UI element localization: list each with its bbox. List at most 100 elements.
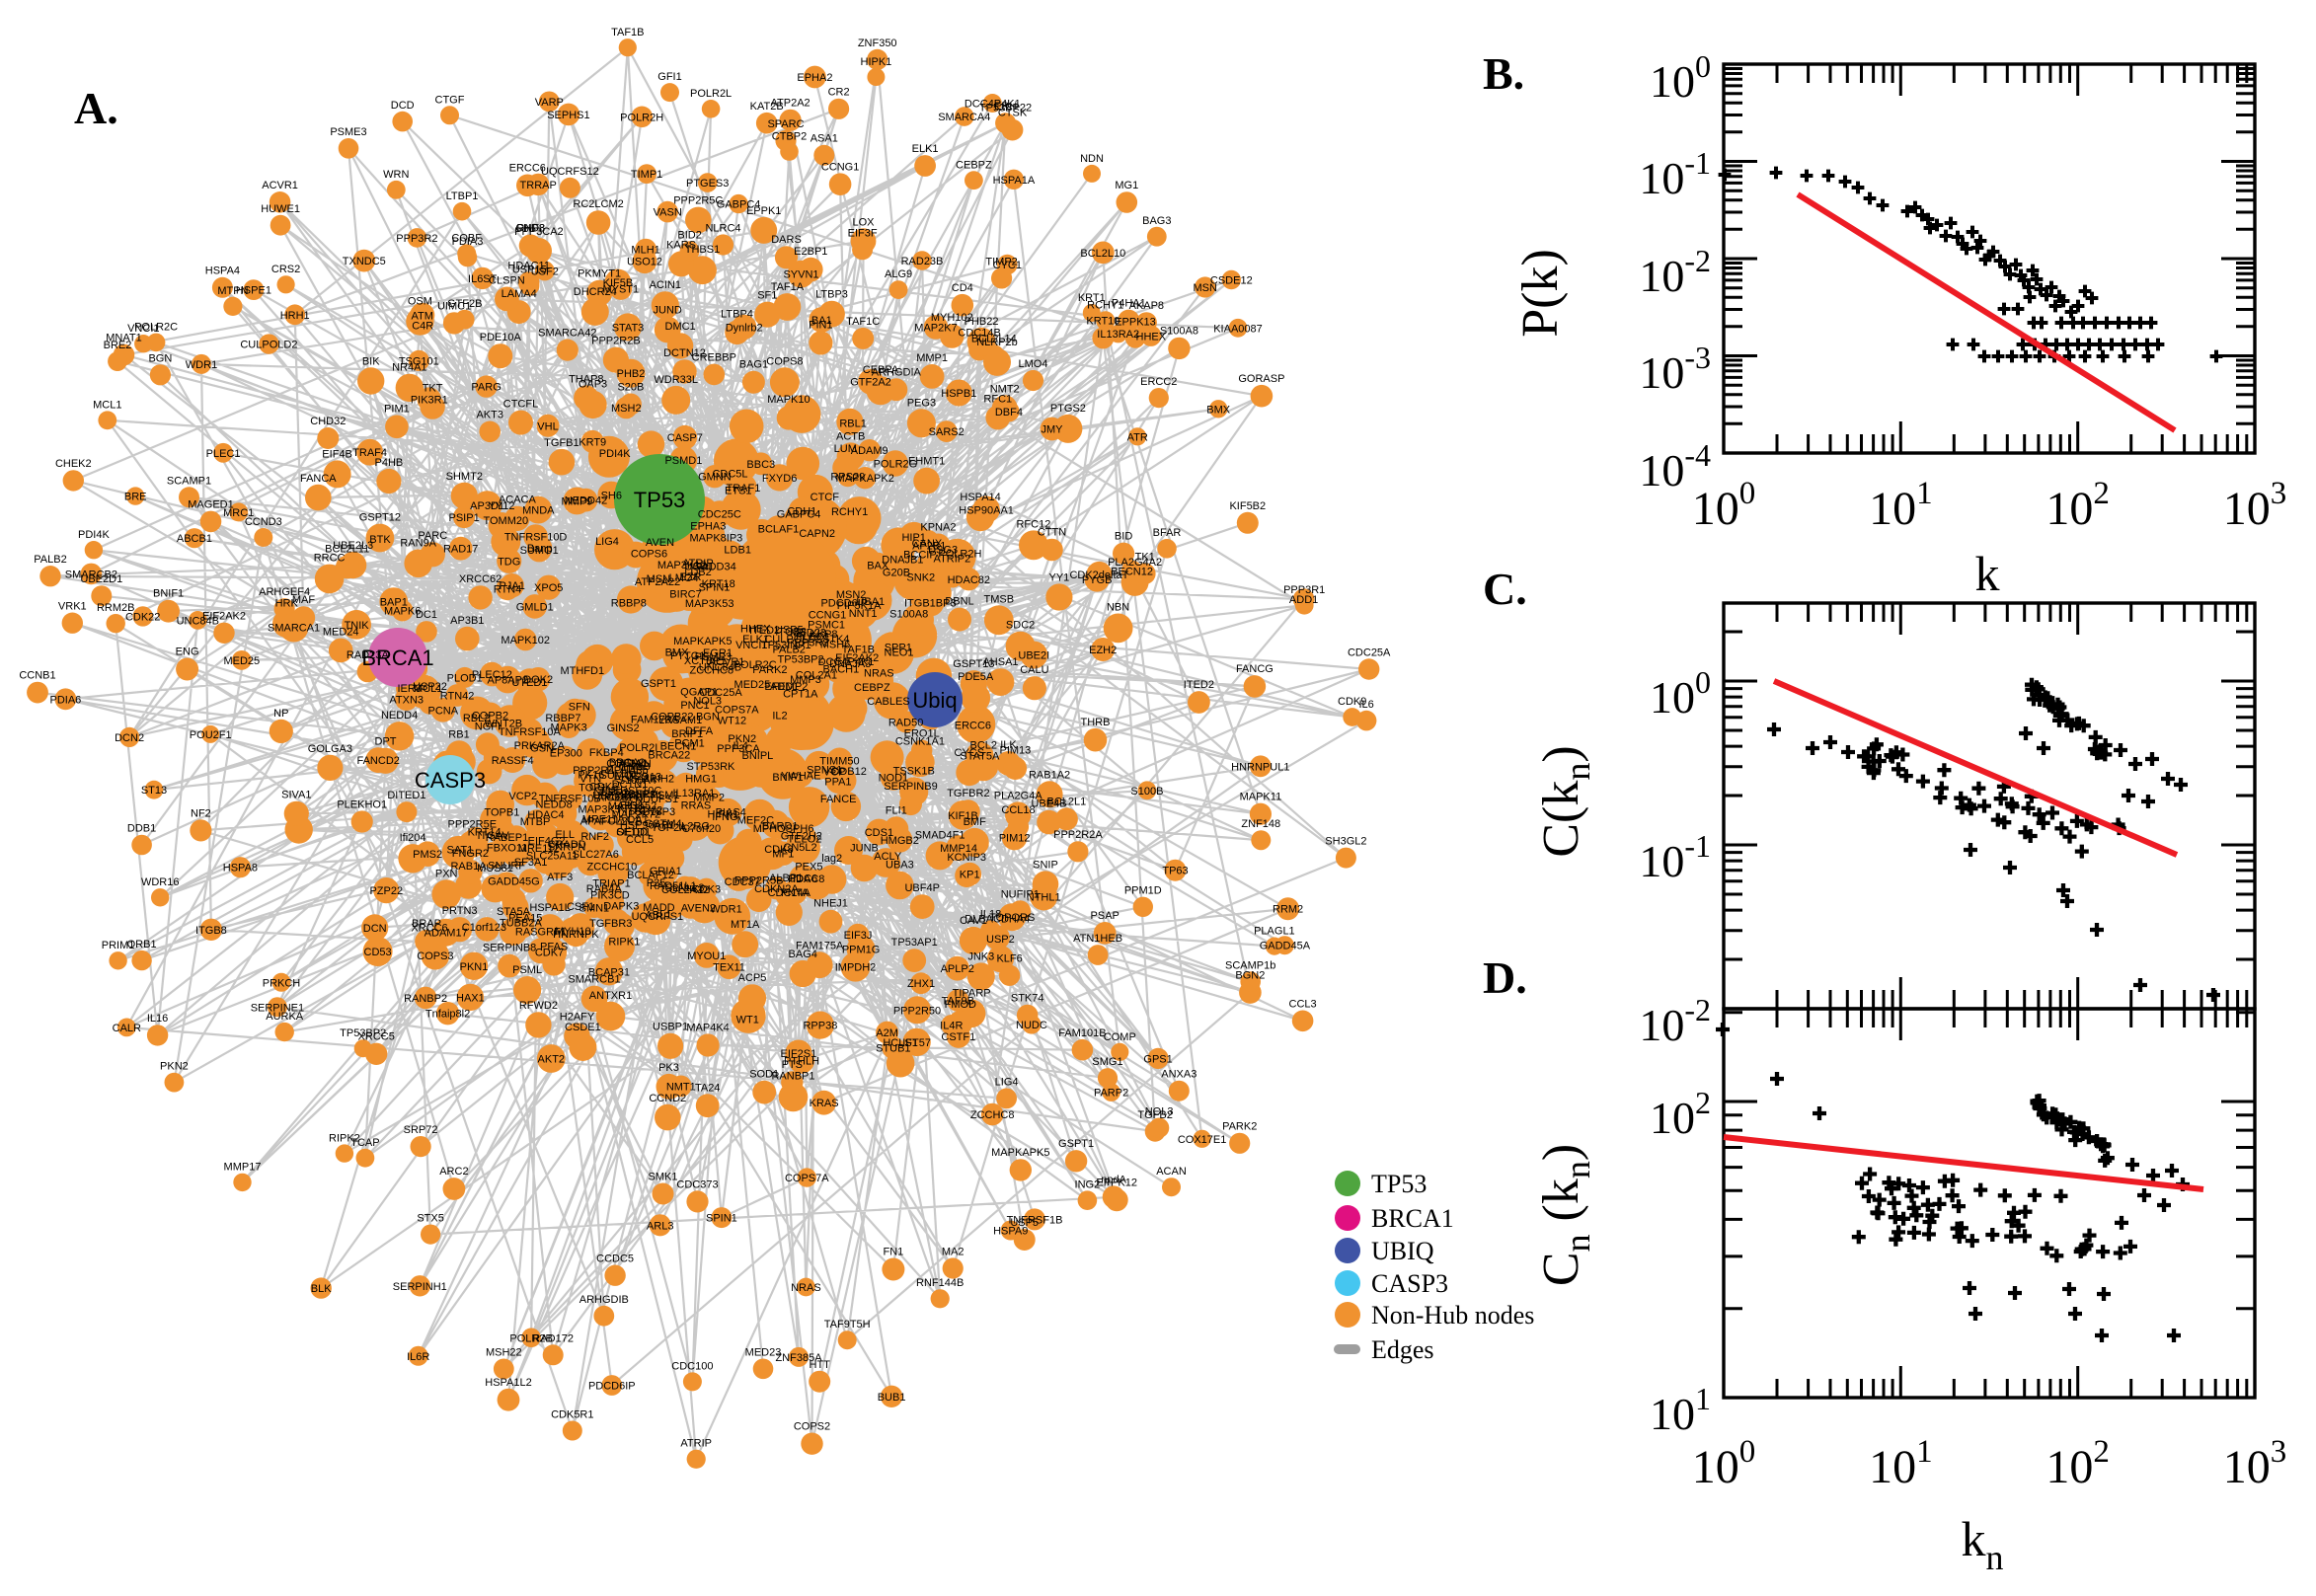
- svg-text:EPHA2: EPHA2: [797, 72, 832, 84]
- svg-text:PKMYT1: PKMYT1: [578, 268, 621, 280]
- svg-text:CDK7: CDK7: [535, 948, 564, 959]
- svg-text:SMARCB2: SMARCB2: [65, 569, 117, 580]
- svg-text:MSN: MSN: [647, 573, 671, 585]
- svg-text:ZHX1: ZHX1: [907, 978, 935, 990]
- svg-text:ATRIP: ATRIP: [680, 1438, 712, 1450]
- svg-text:TAF1C: TAF1C: [846, 316, 880, 328]
- svg-text:BCL2: BCL2: [970, 740, 998, 752]
- svg-text:TSSK1B: TSSK1B: [893, 765, 935, 777]
- svg-text:EZR: EZR: [680, 571, 702, 583]
- svg-text:TUBB2A: TUBB2A: [500, 917, 542, 929]
- svg-text:C(kn): C(kn): [1533, 745, 1597, 857]
- svg-text:TAF9B: TAF9B: [942, 996, 974, 1008]
- svg-text:TNFRSF10C: TNFRSF10C: [599, 786, 662, 798]
- svg-text:C.: C.: [1483, 564, 1527, 614]
- svg-text:BNIP3L: BNIP3L: [624, 789, 661, 800]
- svg-text:PDCD6IP: PDCD6IP: [820, 597, 868, 609]
- svg-text:IL16: IL16: [147, 1013, 168, 1025]
- svg-text:102: 102: [1650, 1085, 1711, 1143]
- svg-text:S100B: S100B: [1130, 786, 1163, 798]
- svg-text:RC2LCM2: RC2LCM2: [573, 198, 623, 210]
- svg-text:FANCG: FANCG: [1236, 663, 1274, 675]
- svg-text:LAMA4: LAMA4: [502, 288, 537, 300]
- svg-text:HNRNPUL1: HNRNPUL1: [1231, 761, 1289, 773]
- svg-text:CHD3: CHD3: [515, 223, 545, 235]
- svg-text:JUND: JUND: [654, 305, 682, 317]
- svg-text:SERPINE1: SERPINE1: [251, 1002, 304, 1014]
- svg-text:MCL1: MCL1: [414, 683, 442, 695]
- svg-text:RB1: RB1: [448, 728, 469, 740]
- svg-text:TNFRSF10D: TNFRSF10D: [504, 532, 568, 544]
- svg-text:HTT: HTT: [810, 1359, 831, 1371]
- svg-text:MAP3K5: MAP3K5: [578, 803, 620, 815]
- svg-text:CLSPN: CLSPN: [489, 275, 525, 287]
- svg-text:DCD: DCD: [391, 100, 415, 112]
- svg-text:UBE2I: UBE2I: [1018, 650, 1049, 662]
- svg-text:BARD1: BARD1: [762, 821, 799, 833]
- svg-text:MMP14: MMP14: [940, 843, 977, 855]
- svg-text:JMY: JMY: [1042, 424, 1064, 436]
- svg-text:XCTBP1: XCTBP1: [684, 655, 727, 667]
- svg-text:HIPK1: HIPK1: [861, 56, 892, 68]
- svg-text:UNC84B: UNC84B: [177, 615, 219, 627]
- svg-text:DSG3: DSG3: [928, 545, 958, 557]
- svg-text:MAPK6: MAPK6: [384, 606, 421, 618]
- svg-text:BAP1: BAP1: [380, 597, 408, 609]
- svg-text:HSPA1L: HSPA1L: [529, 902, 570, 914]
- svg-text:COPS3: COPS3: [417, 950, 453, 962]
- svg-text:NNT1: NNT1: [849, 608, 878, 620]
- svg-text:CEBPZ: CEBPZ: [854, 682, 890, 694]
- svg-text:ZNF148: ZNF148: [1241, 818, 1280, 830]
- svg-text:CR2: CR2: [828, 87, 850, 99]
- svg-text:AKT2: AKT2: [538, 1054, 566, 1066]
- svg-text:ADD1: ADD1: [1289, 594, 1318, 606]
- svg-text:POLR2L: POLR2L: [690, 88, 732, 100]
- svg-text:CULPOLD2: CULPOLD2: [240, 340, 297, 351]
- svg-text:CYC1: CYC1: [993, 260, 1022, 271]
- svg-text:DCC4P4K1: DCC4P4K1: [965, 99, 1021, 111]
- svg-text:BECN12: BECN12: [1111, 567, 1153, 578]
- svg-text:USP15: USP15: [512, 264, 547, 275]
- svg-text:MG1: MG1: [1115, 180, 1138, 191]
- svg-text:ETS1: ETS1: [725, 485, 752, 496]
- svg-text:PPP2R5E: PPP2R5E: [448, 818, 498, 830]
- svg-text:EIF3J: EIF3J: [844, 930, 873, 942]
- svg-text:NUDC: NUDC: [1016, 1020, 1047, 1031]
- svg-text:VNCI1: VNCI1: [127, 323, 159, 335]
- svg-text:PTTG1: PTTG1: [670, 650, 705, 662]
- svg-text:VCP2: VCP2: [508, 791, 537, 802]
- svg-text:CCND3: CCND3: [245, 516, 282, 528]
- svg-text:AVEN2: AVEN2: [681, 903, 716, 915]
- svg-text:DARS: DARS: [771, 234, 802, 246]
- svg-text:BID: BID: [1115, 531, 1132, 543]
- svg-text:ITM2B: ITM2B: [618, 761, 650, 773]
- svg-text:POLR2B: POLR2B: [509, 1332, 552, 1344]
- svg-text:PIM13: PIM13: [1000, 745, 1032, 757]
- svg-text:UBF4P: UBF4P: [904, 882, 939, 894]
- svg-text:SH3GL2: SH3GL2: [1325, 836, 1366, 848]
- svg-text:FANCA: FANCA: [300, 473, 337, 485]
- svg-text:ITGB8: ITGB8: [195, 925, 227, 937]
- svg-text:GSPT12: GSPT12: [359, 512, 401, 524]
- svg-text:TP53AP1: TP53AP1: [891, 937, 938, 949]
- svg-text:ZCCHC10: ZCCHC10: [587, 861, 638, 873]
- svg-text:IL6: IL6: [1358, 699, 1373, 711]
- svg-text:BNIPL: BNIPL: [742, 750, 774, 762]
- svg-text:APOA1: APOA1: [597, 793, 634, 804]
- svg-text:S20B: S20B: [617, 382, 644, 394]
- svg-text:RASSF4: RASSF4: [492, 755, 534, 767]
- svg-text:MMP9: MMP9: [562, 496, 593, 508]
- svg-text:PPP2R50: PPP2R50: [893, 1005, 941, 1017]
- svg-text:BIRC7: BIRC7: [669, 589, 701, 601]
- svg-text:IL13RA2: IL13RA2: [1097, 329, 1139, 341]
- svg-text:PIK3R1: PIK3R1: [411, 395, 448, 407]
- svg-text:RAD23B: RAD23B: [901, 256, 944, 267]
- svg-text:SMARCA1: SMARCA1: [268, 623, 320, 635]
- svg-text:VARP: VARP: [535, 97, 564, 109]
- svg-text:SMARCA42: SMARCA42: [538, 328, 596, 340]
- svg-text:SUMO1: SUMO1: [520, 545, 559, 557]
- svg-text:PARP2: PARP2: [1094, 1088, 1128, 1100]
- svg-text:MTHFD1: MTHFD1: [560, 665, 604, 677]
- svg-text:Ifi204: Ifi204: [400, 832, 426, 844]
- svg-text:PXN: PXN: [435, 868, 458, 879]
